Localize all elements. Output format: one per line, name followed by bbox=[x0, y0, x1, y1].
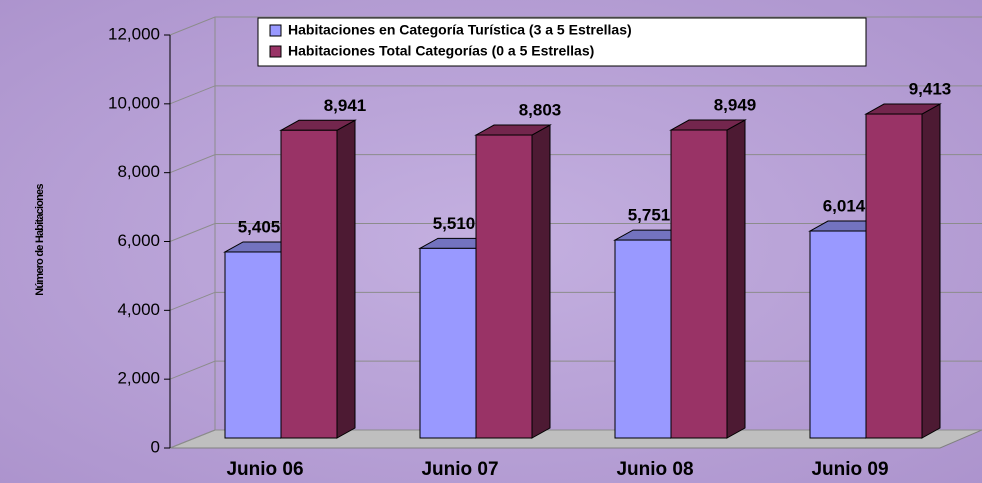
legend-label: Habitaciones Total Categorías (0 a 5 Est… bbox=[288, 43, 594, 59]
value-label: 8,803 bbox=[519, 101, 562, 120]
bar bbox=[224, 251, 282, 439]
x-tick-label: Junio 09 bbox=[811, 459, 888, 480]
y-tick-label: 10,000 bbox=[108, 93, 160, 112]
y-tick-label: 6,000 bbox=[117, 231, 160, 250]
y-tick-label: 12,000 bbox=[108, 24, 160, 43]
bar bbox=[809, 230, 867, 439]
bar bbox=[419, 247, 477, 439]
bar-side bbox=[531, 124, 551, 439]
y-tick-label: 4,000 bbox=[117, 300, 160, 319]
bar-side bbox=[336, 119, 356, 439]
x-tick-label: Junio 07 bbox=[421, 459, 498, 480]
bar bbox=[614, 239, 672, 439]
value-label: 9,413 bbox=[909, 80, 952, 99]
value-label: 5,510 bbox=[433, 214, 476, 233]
bar bbox=[865, 113, 923, 439]
legend bbox=[257, 17, 867, 67]
grid-line bbox=[169, 16, 982, 36]
y-axis-label: Número de Habitaciones bbox=[34, 184, 46, 296]
y-tick-label: 2,000 bbox=[117, 369, 160, 388]
bar bbox=[475, 134, 533, 439]
bar-side bbox=[921, 103, 941, 439]
bar bbox=[670, 129, 728, 439]
bar bbox=[280, 129, 338, 439]
legend-swatch bbox=[269, 24, 282, 37]
value-label: 5,405 bbox=[238, 217, 281, 236]
bar-side bbox=[726, 119, 746, 439]
value-label: 8,941 bbox=[324, 96, 367, 115]
value-label: 8,949 bbox=[714, 95, 757, 114]
grid-line bbox=[169, 85, 982, 105]
x-tick-label: Junio 06 bbox=[226, 459, 303, 480]
value-label: 5,751 bbox=[628, 206, 671, 225]
y-tick-label: 8,000 bbox=[117, 162, 160, 181]
value-label: 6,014 bbox=[823, 197, 866, 216]
y-tick-label: 0 bbox=[151, 437, 160, 456]
x-tick-label: Junio 08 bbox=[616, 459, 693, 480]
legend-label: Habitaciones en Categoría Turística (3 a… bbox=[288, 22, 632, 38]
legend-swatch bbox=[269, 45, 282, 58]
